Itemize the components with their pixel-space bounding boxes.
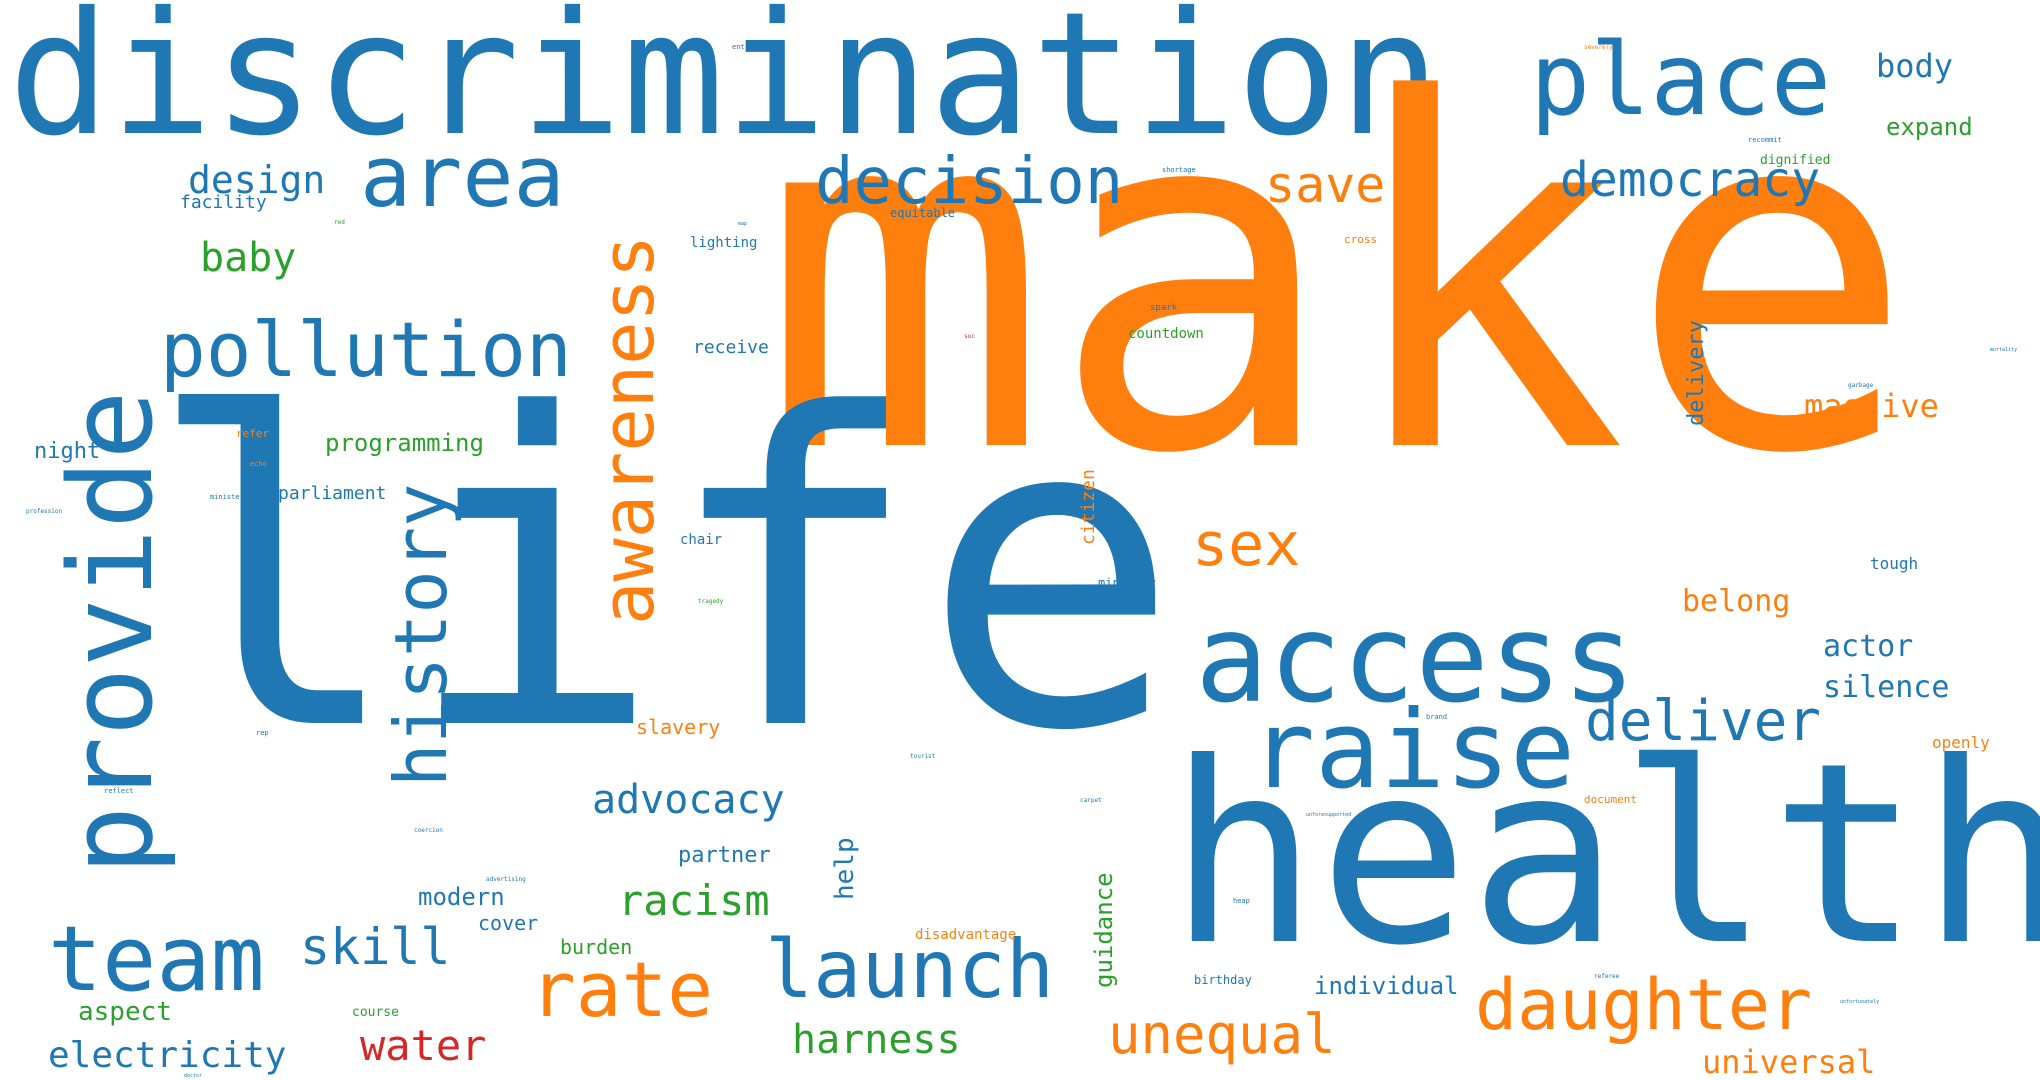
word-baby: baby [200,235,297,281]
word-advertising: advertising [486,876,526,883]
word-coercion: coercion [414,827,443,834]
word-guidance: guidance [1090,872,1118,988]
word-health: health [1168,709,2040,1000]
word-deliver: deliver [1585,689,1822,754]
word-tough: tough [1870,554,1919,573]
word-rep: rep [256,729,269,737]
word-brand: brand [1426,713,1448,721]
word-severely: severely [1584,44,1613,51]
word-birthday: birthday [1194,973,1252,987]
word-skill: skill [300,918,451,976]
word-advocacy: advocacy [592,777,785,823]
word-team: team [48,907,265,1012]
word-dignified: dignified [1760,153,1831,168]
word-course: course [352,1005,399,1020]
word-shortage: shortage [1162,166,1196,174]
word-recommit: recommit [1748,136,1782,144]
word-soc: soc [964,333,975,340]
word-massive: massive [1804,387,1939,425]
word-belong: belong [1682,584,1791,619]
word-receive: receive [693,337,769,358]
word-democracy: democracy [1560,152,1821,208]
word-citizen: citizen [1078,469,1099,545]
word-tourist: tourist [910,753,936,760]
word-history: history [379,483,463,787]
word-document: document [1584,793,1637,806]
word-design: design [188,158,326,202]
word-refer: refer [236,427,270,440]
word-pollution: pollution [160,305,572,394]
word-minister: minister [210,493,244,501]
word-programming: programming [325,429,484,457]
word-profession: profession [26,508,63,515]
word-equitable: equitable [890,206,956,220]
word-place: place [1530,21,1832,138]
word-mortality: mortality [1990,347,2018,353]
word-openly: openly [1932,733,1990,752]
word-save: save [1265,156,1386,214]
word-carpet: carpet [1080,797,1102,804]
word-minority: minority [1098,576,1156,590]
word-aspect: aspect [78,997,172,1027]
word-universal: universal [1702,1043,1876,1080]
word-decision: decision [815,145,1124,219]
word-area: area [360,128,565,227]
word-slavery: slavery [636,715,721,739]
word-cross: cross [1344,233,1378,246]
word-individual: individual [1314,972,1459,1000]
word-lighting: lighting [690,235,758,251]
word-access: access [1195,588,1636,730]
word-water: water [360,1021,487,1070]
word-unfortunately: unfortunately [1840,999,1880,1005]
word-awareness: awareness [586,234,670,625]
word-entrance: entrance [732,43,766,51]
word-electricity: electricity [48,1035,287,1076]
word-partner: partner [678,843,771,868]
word-map: map [738,221,748,227]
word-unequal: unequal [1108,1003,1336,1066]
word-night: night [34,439,101,464]
word-help: help [830,837,860,900]
word-burden: burden [560,935,633,959]
word-heap: heap [1233,897,1250,905]
word-parliament: parliament [278,483,387,504]
word-chair: chair [680,532,723,548]
word-delivery: delivery [1684,320,1709,426]
word-disadvantage: disadvantage [915,927,1017,943]
word-spark: spark [1150,303,1178,313]
word-make: make [760,0,1916,559]
word-life: life [145,325,1181,825]
word-body: body [1876,47,1954,85]
word-cover: cover [478,911,539,935]
word-raise: raise [1250,688,1576,813]
word-launch: launch [765,923,1054,1016]
word-discrimination: discrimination [8,0,1441,174]
word-garbage: garbage [1848,382,1874,389]
word-referee: referee [1594,973,1620,980]
word-expand: expand [1886,113,1973,141]
word-countdown: countdown [1128,326,1204,342]
word-red: red [334,219,345,226]
word-daughter: daughter [1475,964,1813,1046]
word-echo: echo [250,460,267,468]
word-silence: silence [1823,670,1950,705]
word-unforesupported: unforesupported [1306,812,1352,818]
word-tragedy: tragedy [698,598,724,605]
word-modern: modern [418,883,505,911]
word-rate: rate [530,945,714,1034]
word-reflect: reflect [104,787,134,795]
word-facility: facility [180,192,267,213]
word-racism: racism [618,876,770,925]
word-harness: harness [792,1017,961,1063]
word-sex: sex [1192,510,1301,580]
word-actor: actor [1823,629,1914,664]
word-doctor: doctor [184,1073,203,1079]
